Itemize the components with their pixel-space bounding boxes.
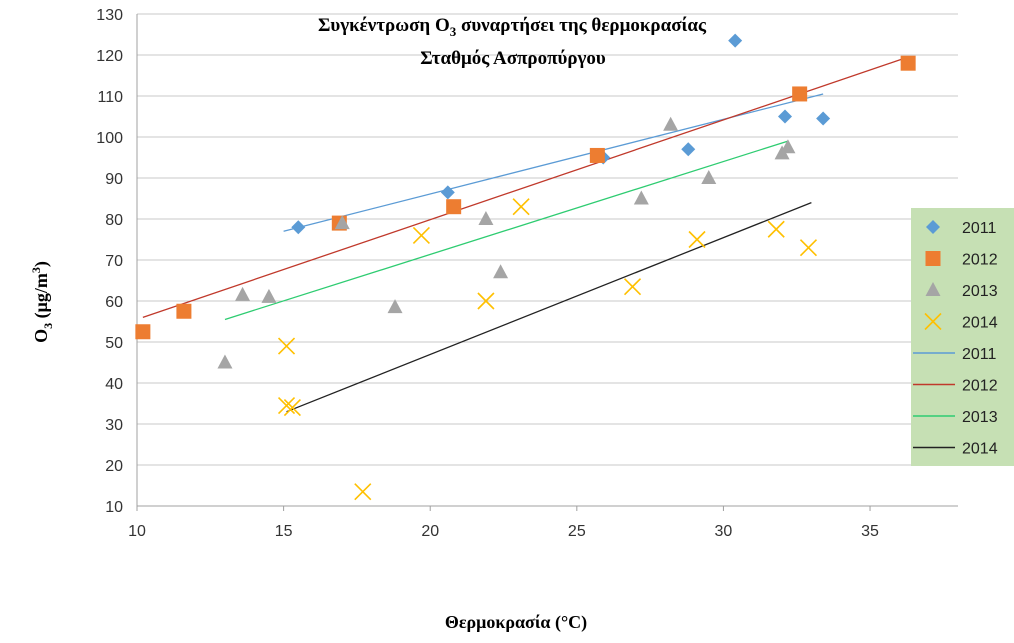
data-point-2012 xyxy=(446,199,462,215)
legend-marker-2013 xyxy=(925,282,941,296)
data-point-2014 xyxy=(512,198,530,216)
trendline-2014 xyxy=(286,201,812,413)
y-tick-label: 70 xyxy=(105,253,123,270)
data-point-2013 xyxy=(217,354,233,369)
data-point-2011 xyxy=(778,109,793,124)
data-point-2013 xyxy=(780,139,796,154)
data-point-2013 xyxy=(701,170,717,184)
y-axis-label: O3 (μg/m3) xyxy=(29,261,55,343)
y-tick-label: 90 xyxy=(105,171,123,188)
data-point-2013 xyxy=(235,286,251,301)
x-tick-label: 15 xyxy=(275,523,293,540)
x-tick-label: 20 xyxy=(421,523,439,540)
data-point-2014 xyxy=(277,337,296,355)
y-tick-label: 40 xyxy=(105,376,123,393)
y-tick-label: 80 xyxy=(105,212,123,229)
y-tick-label: 60 xyxy=(105,294,123,311)
data-point-2011 xyxy=(816,111,831,126)
y-tick-label: 100 xyxy=(96,130,123,147)
data-point-2014 xyxy=(767,220,785,238)
x-tick-label: 30 xyxy=(715,523,733,540)
trendline-2011 xyxy=(283,93,824,232)
y-tick-label: 30 xyxy=(105,417,123,434)
legend-box xyxy=(911,208,1014,466)
legend-label: 2012 xyxy=(962,252,998,269)
legend: 2011 2012 2013 2014 2011 2012 2013 2014 xyxy=(911,208,1014,466)
x-tick-label: 10 xyxy=(128,523,146,540)
legend-label: 2011 xyxy=(962,220,997,237)
data-point-2013 xyxy=(334,215,350,230)
data-point-2013 xyxy=(478,211,494,225)
y-tick-label: 130 xyxy=(96,7,123,24)
legend-label: 2014 xyxy=(962,441,998,458)
trendlines xyxy=(142,56,909,413)
data-point-2013 xyxy=(261,288,277,303)
y-tick-label: 110 xyxy=(97,89,123,106)
legend-marker-2011 xyxy=(926,220,940,234)
data-point-2012 xyxy=(176,303,192,319)
y-tick-label: 50 xyxy=(105,335,123,352)
data-point-2014 xyxy=(412,226,430,244)
data-point-2011 xyxy=(728,33,743,48)
legend-label: 2013 xyxy=(962,283,998,300)
data-point-2013 xyxy=(633,190,649,205)
trendline-2013 xyxy=(224,140,789,321)
x-tick-label: 25 xyxy=(568,523,586,540)
x-axis-label: Θερμοκρασία (°C) xyxy=(445,612,587,633)
legend-label: 2013 xyxy=(962,409,998,426)
legend-marker-2014 xyxy=(924,312,942,331)
y-tick-label: 120 xyxy=(96,48,123,65)
chart-title-line1: Συγκέντρωση O3 συναρτήσει της θερμοκρασί… xyxy=(318,15,707,39)
data-point-2012 xyxy=(900,55,916,71)
data-point-2014 xyxy=(623,278,642,296)
data-point-2014 xyxy=(277,396,296,415)
data-point-2014 xyxy=(688,230,706,249)
data-point-2014 xyxy=(283,399,301,417)
data-point-2013 xyxy=(493,264,509,279)
data-point-2014 xyxy=(477,292,495,310)
data-point-2014 xyxy=(354,483,372,501)
y-tick-label: 20 xyxy=(105,458,123,475)
x-tick-label: 35 xyxy=(861,523,879,540)
data-point-2011 xyxy=(291,220,306,235)
data-point-2012 xyxy=(792,86,808,102)
data-point-2014 xyxy=(799,239,818,257)
axes: 10 20 30 40 50 60 70 80 90 100 110 120 130 10 15 20 25 30… xyxy=(96,7,958,540)
data-point-2012 xyxy=(135,324,151,340)
data-point-2011 xyxy=(440,185,455,200)
data-points xyxy=(135,33,916,501)
legend-label: 2011 xyxy=(962,346,997,363)
data-point-2012 xyxy=(589,147,605,163)
y-tick-label: 10 xyxy=(105,499,123,516)
data-point-2013 xyxy=(387,299,403,314)
legend-label: 2012 xyxy=(962,378,998,395)
data-point-2011 xyxy=(681,142,696,157)
data-point-2013 xyxy=(663,116,679,131)
trendline-2012 xyxy=(142,56,909,319)
chart-title-line2: Σταθμός Ασπροπύργου xyxy=(420,48,606,69)
legend-label: 2014 xyxy=(962,315,998,332)
grid xyxy=(137,13,958,507)
legend-marker-2012 xyxy=(925,251,941,266)
